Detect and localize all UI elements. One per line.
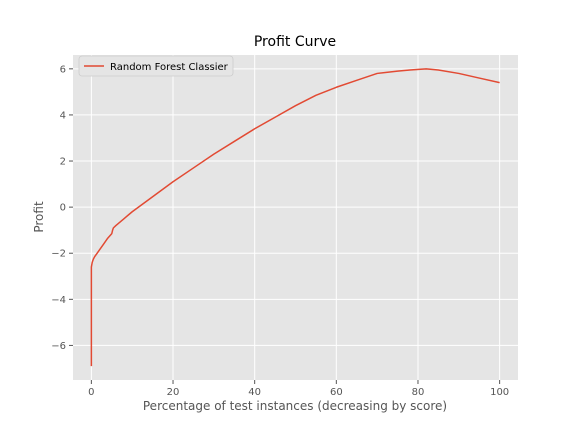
x-tick-label: 20 <box>167 387 180 398</box>
y-tick-label: 6 <box>60 64 66 75</box>
tick-layer: 0 20 40 60 80 100 −6 −4 −2 0 2 4 6 <box>51 64 509 398</box>
x-tick-label: 40 <box>248 387 261 398</box>
legend: Random Forest Classier <box>78 55 234 77</box>
x-tick-label: 60 <box>330 387 343 398</box>
x-axis-label: Percentage of test instances (decreasing… <box>143 399 447 413</box>
y-tick-label: −6 <box>51 341 66 352</box>
y-tick-label: 0 <box>60 203 66 214</box>
chart-title: Profit Curve <box>254 34 336 50</box>
plot-background <box>73 55 518 380</box>
y-tick-label: −4 <box>51 295 66 306</box>
y-axis-label: Profit <box>32 201 46 233</box>
series-layer <box>90 68 500 367</box>
y-tick-label: −2 <box>51 249 66 260</box>
y-tick-label: 2 <box>60 157 66 168</box>
series-line <box>90 68 500 367</box>
x-tick-label: 100 <box>490 387 509 398</box>
y-tick-label: 4 <box>60 110 66 121</box>
x-tick-label: 80 <box>412 387 425 398</box>
x-tick-label: 0 <box>88 387 94 398</box>
legend-box <box>78 55 234 77</box>
legend-entry-label: Random Forest Classier <box>110 62 229 73</box>
grid-lines <box>73 55 518 380</box>
